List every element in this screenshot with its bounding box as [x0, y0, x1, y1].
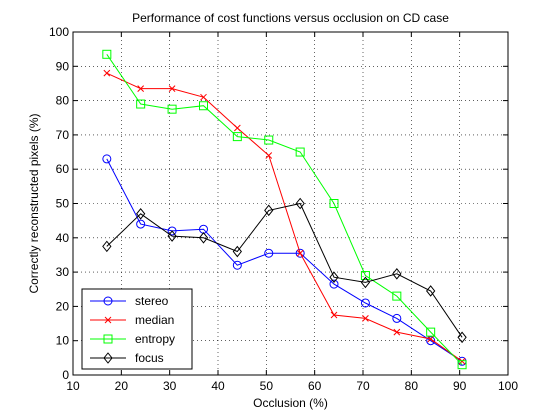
x-tick-label: 80	[405, 379, 419, 393]
series-line-focus	[106, 202, 463, 338]
data-point-focus	[167, 230, 177, 242]
data-point-entropy	[264, 135, 274, 145]
data-point-median	[427, 335, 435, 343]
data-point-focus	[136, 207, 146, 220]
series-focus	[102, 197, 467, 344]
data-point-median	[362, 315, 369, 322]
data-point-stereo	[360, 298, 370, 308]
x-tick-label: 100	[498, 379, 518, 393]
legend-marker	[103, 334, 113, 344]
legend-marker	[103, 352, 113, 364]
legend-label: median	[135, 313, 174, 327]
legend-label: focus	[135, 351, 164, 365]
series-stereo	[102, 154, 467, 366]
legend-item-focus: focus	[90, 351, 164, 365]
data-point-median	[393, 328, 401, 336]
data-point-stereo	[136, 219, 146, 229]
data-point-entropy	[329, 199, 339, 208]
chart-title: Performance of cost functions versus occ…	[132, 11, 449, 25]
data-point-stereo	[392, 313, 402, 323]
series-median	[103, 69, 466, 365]
data-point-stereo	[264, 248, 274, 258]
data-point-entropy	[136, 99, 146, 109]
x-tick-label: 40	[211, 379, 225, 393]
data-point-focus	[198, 231, 209, 244]
data-point-median	[200, 93, 207, 101]
series-entropy	[102, 49, 467, 370]
data-point-median	[168, 85, 176, 92]
data-point-stereo	[232, 260, 242, 270]
y-tick-label: 10	[56, 334, 70, 348]
data-point-stereo	[329, 279, 339, 289]
data-point-focus	[392, 268, 402, 280]
y-tick-label: 30	[56, 265, 70, 279]
x-tick-label: 10	[66, 379, 80, 393]
data-point-median	[137, 85, 145, 92]
series-layer	[102, 49, 467, 370]
legend-box	[81, 288, 193, 370]
x-tick-label: 50	[260, 379, 274, 393]
data-point-entropy	[360, 271, 370, 281]
x-tick-label: 70	[356, 379, 370, 393]
data-point-focus	[426, 285, 436, 297]
data-point-median	[296, 249, 304, 257]
data-point-entropy	[457, 360, 467, 370]
data-point-focus	[295, 197, 305, 210]
series-line-entropy	[106, 54, 463, 366]
data-point-median	[233, 124, 241, 132]
data-point-entropy	[392, 291, 402, 301]
data-point-focus	[360, 276, 371, 289]
y-tick-label: 80	[56, 94, 70, 108]
data-point-focus	[329, 271, 339, 284]
y-tick-label: 50	[56, 197, 70, 211]
y-tick-label: 0	[62, 368, 69, 382]
data-point-entropy	[167, 104, 177, 114]
series-line-stereo	[106, 158, 463, 362]
data-point-entropy	[199, 101, 208, 111]
y-tick-label: 70	[56, 128, 70, 142]
data-point-stereo	[295, 248, 305, 258]
y-tick-label: 90	[56, 59, 70, 73]
data-point-stereo	[426, 336, 436, 346]
data-point-entropy	[232, 132, 242, 142]
axis-ticks: 10 20 30 40 50 60 70 80 90 1000102030405060708090…	[49, 25, 518, 393]
data-point-entropy	[102, 49, 112, 59]
legend-marker	[103, 296, 113, 306]
legend-item-median: median	[90, 313, 174, 327]
x-axis-label: Occlusion (%)	[253, 396, 328, 410]
data-point-focus	[264, 204, 274, 217]
legend-marker	[104, 316, 112, 324]
y-axis-label: Correctly reconstructed pixels (%)	[27, 113, 41, 293]
data-point-median	[265, 152, 273, 159]
x-tick-label: 30	[163, 379, 177, 393]
data-point-median	[103, 69, 111, 77]
legend-label: stereo	[135, 294, 169, 308]
data-point-focus	[102, 240, 112, 253]
x-tick-label: 20	[115, 379, 129, 393]
x-tick-label: 90	[453, 379, 467, 393]
legend: stereo median entropy focus	[81, 288, 193, 370]
series-line-median	[106, 72, 463, 362]
data-point-focus	[232, 245, 242, 258]
legend-label: entropy	[135, 332, 175, 346]
data-point-entropy	[426, 327, 436, 337]
y-tick-label: 60	[56, 162, 70, 176]
legend-item-stereo: stereo	[90, 294, 169, 308]
data-point-entropy	[295, 147, 305, 157]
data-point-focus	[457, 331, 467, 344]
data-point-stereo	[102, 154, 112, 164]
legend-item-entropy: entropy	[90, 332, 175, 346]
y-tick-label: 100	[49, 25, 69, 39]
x-tick-label: 60	[308, 379, 322, 393]
y-tick-label: 20	[56, 299, 70, 313]
data-point-median	[330, 311, 338, 319]
y-tick-label: 40	[56, 231, 70, 245]
data-point-stereo	[167, 226, 177, 236]
